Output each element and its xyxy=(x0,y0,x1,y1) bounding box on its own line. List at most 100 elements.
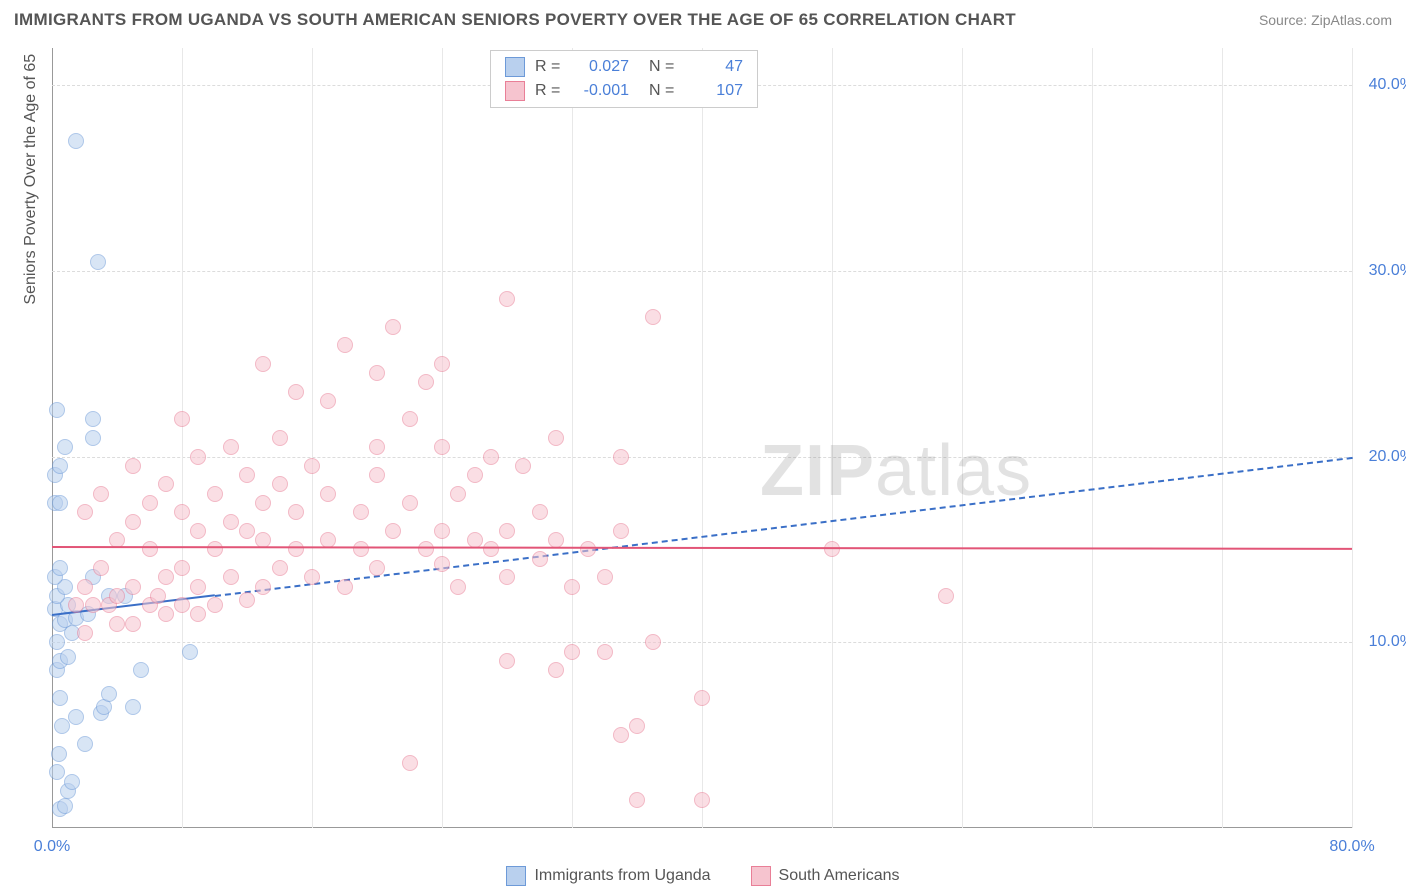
scatter-point xyxy=(320,393,336,409)
watermark: ZIPatlas xyxy=(760,430,1032,512)
y-axis-line xyxy=(52,48,53,828)
scatter-point xyxy=(174,411,190,427)
scatter-point xyxy=(434,439,450,455)
scatter-point xyxy=(190,579,206,595)
scatter-point xyxy=(369,467,385,483)
grid-line-vertical xyxy=(702,48,703,828)
scatter-point xyxy=(52,560,68,576)
scatter-point xyxy=(190,449,206,465)
x-tick-label: 80.0% xyxy=(1329,838,1374,856)
scatter-point xyxy=(49,764,65,780)
scatter-point xyxy=(207,486,223,502)
scatter-point xyxy=(239,467,255,483)
scatter-point xyxy=(548,430,564,446)
scatter-point xyxy=(532,504,548,520)
scatter-point xyxy=(101,686,117,702)
scatter-point xyxy=(49,402,65,418)
legend-label: South Americans xyxy=(779,867,900,885)
scatter-point xyxy=(52,495,68,511)
scatter-point xyxy=(85,597,101,613)
scatter-point xyxy=(57,439,73,455)
chart-title: IMMIGRANTS FROM UGANDA VS SOUTH AMERICAN… xyxy=(14,10,1016,30)
grid-line-vertical xyxy=(1352,48,1353,828)
legend-stats-row: R =-0.001N =107 xyxy=(505,79,743,103)
scatter-point xyxy=(51,746,67,762)
stat-n-label: N = xyxy=(649,82,677,100)
scatter-point xyxy=(125,514,141,530)
legend-swatch xyxy=(505,81,525,101)
y-tick-label: 20.0% xyxy=(1369,448,1406,466)
scatter-point xyxy=(68,709,84,725)
scatter-point xyxy=(125,458,141,474)
scatter-point xyxy=(255,579,271,595)
x-tick-label: 0.0% xyxy=(34,838,70,856)
scatter-point xyxy=(158,569,174,585)
stat-r-value: 0.027 xyxy=(573,58,629,76)
scatter-point xyxy=(613,449,629,465)
scatter-point xyxy=(467,467,483,483)
scatter-point xyxy=(499,523,515,539)
y-tick-label: 30.0% xyxy=(1369,262,1406,280)
legend-swatch xyxy=(506,866,526,886)
scatter-point xyxy=(515,458,531,474)
stat-r-label: R = xyxy=(535,82,563,100)
scatter-point xyxy=(434,556,450,572)
grid-line-vertical xyxy=(572,48,573,828)
scatter-point xyxy=(60,649,76,665)
scatter-point xyxy=(142,541,158,557)
scatter-point xyxy=(434,523,450,539)
legend-swatch xyxy=(751,866,771,886)
scatter-point xyxy=(824,541,840,557)
scatter-plot-area: 10.0%20.0%30.0%40.0%0.0%80.0% xyxy=(52,48,1352,828)
stat-n-value: 107 xyxy=(687,82,743,100)
scatter-point xyxy=(450,579,466,595)
scatter-point xyxy=(337,337,353,353)
y-tick-label: 10.0% xyxy=(1369,633,1406,651)
legend-stats-row: R =0.027N =47 xyxy=(505,55,743,79)
chart-header: IMMIGRANTS FROM UGANDA VS SOUTH AMERICAN… xyxy=(14,10,1392,30)
scatter-point xyxy=(255,495,271,511)
scatter-point xyxy=(125,616,141,632)
scatter-point xyxy=(369,560,385,576)
scatter-point xyxy=(109,616,125,632)
scatter-point xyxy=(580,541,596,557)
scatter-point xyxy=(77,579,93,595)
watermark-bold: ZIP xyxy=(760,431,875,511)
scatter-point xyxy=(239,592,255,608)
scatter-point xyxy=(142,495,158,511)
grid-line-vertical xyxy=(1222,48,1223,828)
scatter-point xyxy=(90,254,106,270)
scatter-point xyxy=(125,579,141,595)
legend-swatch xyxy=(505,57,525,77)
scatter-point xyxy=(418,541,434,557)
scatter-point xyxy=(418,374,434,390)
scatter-point xyxy=(288,541,304,557)
scatter-point xyxy=(68,597,84,613)
scatter-point xyxy=(207,597,223,613)
scatter-point xyxy=(564,579,580,595)
legend-label: Immigrants from Uganda xyxy=(534,867,710,885)
scatter-point xyxy=(353,504,369,520)
scatter-point xyxy=(483,541,499,557)
scatter-point xyxy=(93,486,109,502)
scatter-point xyxy=(499,569,515,585)
scatter-point xyxy=(938,588,954,604)
scatter-point xyxy=(255,356,271,372)
scatter-point xyxy=(125,699,141,715)
scatter-point xyxy=(564,644,580,660)
scatter-point xyxy=(52,458,68,474)
scatter-point xyxy=(694,792,710,808)
scatter-point xyxy=(93,560,109,576)
scatter-point xyxy=(450,486,466,502)
scatter-point xyxy=(645,634,661,650)
scatter-point xyxy=(68,133,84,149)
scatter-point xyxy=(109,588,125,604)
scatter-point xyxy=(158,476,174,492)
scatter-point xyxy=(304,458,320,474)
scatter-point xyxy=(483,449,499,465)
scatter-point xyxy=(402,755,418,771)
scatter-point xyxy=(532,551,548,567)
scatter-point xyxy=(77,625,93,641)
scatter-point xyxy=(85,411,101,427)
stat-n-label: N = xyxy=(649,58,677,76)
